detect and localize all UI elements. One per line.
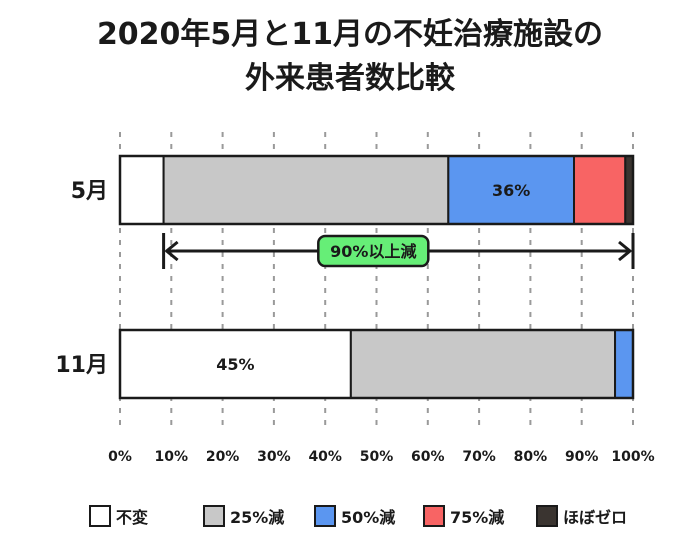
legend-swatch: [423, 505, 445, 527]
data-label: 36%: [492, 181, 530, 200]
chart-title-line: 外来患者数比較: [245, 61, 456, 96]
bars: [118, 154, 635, 400]
legend-label: 25%減: [230, 508, 284, 527]
category-label: 11月: [55, 353, 108, 378]
data-label: 45%: [216, 355, 254, 374]
bar-outline: [118, 154, 635, 226]
x-tick-label: 80%: [514, 449, 548, 465]
legend-swatch: [314, 505, 336, 527]
bar-outline: [118, 328, 635, 400]
legend-swatch: [89, 505, 111, 527]
range-annotation: 90%以上減: [162, 233, 635, 269]
bar-segment: [119, 155, 165, 225]
bar-segment: [349, 329, 617, 399]
category-labels: 5月 11月: [55, 179, 108, 378]
legend-label: 75%減: [450, 508, 504, 527]
x-tick-label: 100%: [611, 449, 654, 465]
bar-segment: [162, 155, 450, 225]
legend-label: ほぼゼロ: [563, 508, 627, 527]
annotation-label: 90%以上減: [330, 242, 416, 261]
x-tick-label: 30%: [257, 449, 291, 465]
annotation-arrowhead-right: [618, 240, 632, 262]
legend-swatch: [536, 505, 558, 527]
x-tick-label: 70%: [462, 449, 496, 465]
x-tick-label: 50%: [360, 449, 394, 465]
category-label: 5月: [71, 179, 108, 204]
legend-label: 50%減: [341, 508, 395, 527]
x-tick-label: 0%: [108, 449, 132, 465]
x-tick-label: 40%: [308, 449, 342, 465]
x-tick-label: 10%: [155, 449, 189, 465]
x-tick-label: 90%: [565, 449, 599, 465]
annotation-badge: [317, 234, 430, 268]
bar-segment: [614, 329, 634, 399]
chart-title-line: 2020年5月と11月の不妊治療施設の: [97, 17, 603, 52]
annotation-arrowhead-left: [165, 240, 179, 262]
x-tick-label: 60%: [411, 449, 445, 465]
x-tick-label: 20%: [206, 449, 240, 465]
x-axis-ticks: 0% 10% 20% 30% 40% 50% 60% 70% 80% 90% 100%: [108, 449, 655, 465]
legend-swatch: [203, 505, 225, 527]
legend-label: 不変: [116, 508, 148, 527]
bar-segment: [573, 155, 627, 225]
legend: 不変 25%減 50%減 75%減 ほぼゼロ: [89, 505, 627, 527]
bar-segment: [119, 329, 352, 399]
data-labels: 36% 45%: [216, 181, 530, 374]
